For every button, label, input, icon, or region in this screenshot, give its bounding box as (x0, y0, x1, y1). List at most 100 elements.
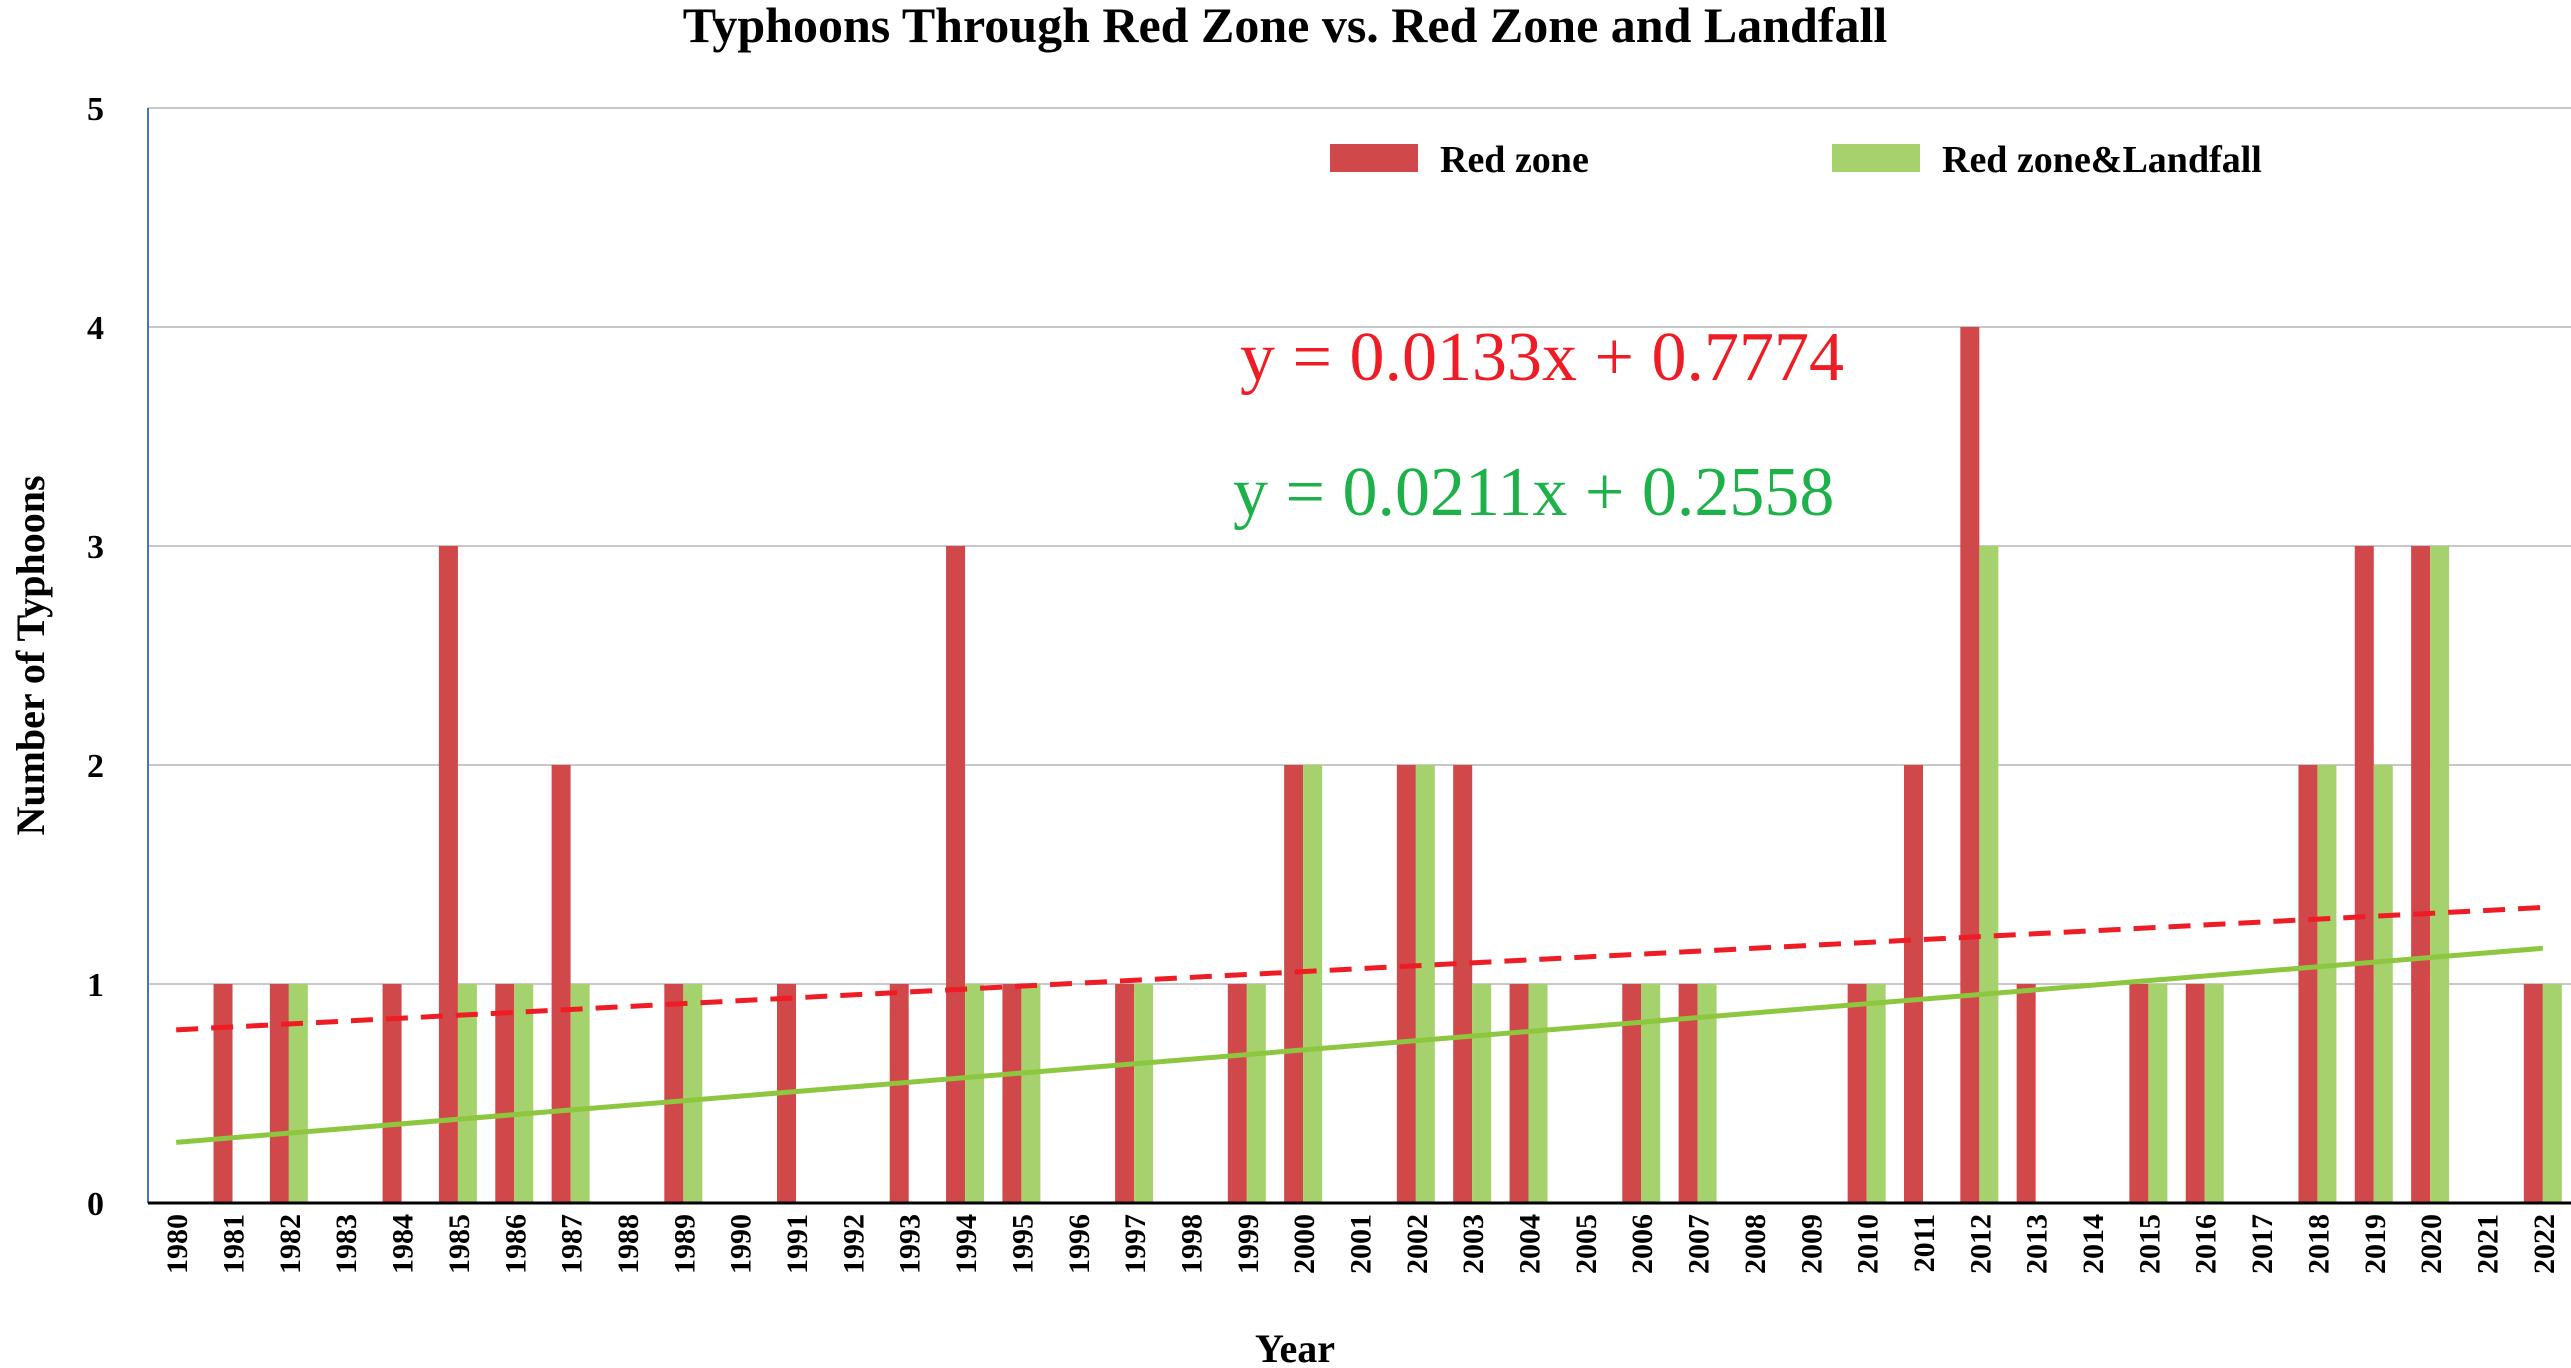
legend-label-red-zone-landfall: Red zone&Landfall (1942, 139, 2262, 181)
x-tick-label: 2020 (2415, 1214, 2448, 1274)
x-tick-label: 1996 (1063, 1214, 1096, 1274)
bar-red-zone-1981 (213, 984, 233, 1203)
y-tick-label: 4 (87, 310, 104, 347)
bar-red-zone-2022 (2523, 984, 2543, 1203)
bar-red-zone-landfall-2010 (1866, 984, 1886, 1203)
bar-red-zone-landfall-2007 (1697, 984, 1717, 1203)
bar-red-zone-1984 (382, 984, 402, 1203)
bar-red-zone-1999 (1227, 984, 1247, 1203)
x-tick-label: 1980 (161, 1214, 194, 1274)
x-tick-label: 2015 (2133, 1214, 2166, 1274)
x-tick-label: 1998 (1175, 1214, 1208, 1274)
trendline-equation-red-zone: y = 0.0133x + 0.7774 (1240, 319, 1844, 396)
y-tick-labels: 0 1 2 3 4 5 (87, 91, 104, 1223)
x-tick-label: 1997 (1119, 1214, 1152, 1274)
bar-red-zone-2019 (2354, 546, 2374, 1203)
y-tick-label: 0 (87, 1186, 104, 1223)
bar-red-zone-2007 (1678, 984, 1698, 1203)
x-tick-label: 2022 (2528, 1214, 2561, 1274)
y-axis-title: Number of Typhoons (8, 475, 53, 835)
bar-red-zone-2010 (1847, 984, 1867, 1203)
x-tick-label: 2005 (1570, 1214, 1603, 1274)
y-tick-label: 2 (87, 748, 104, 785)
bar-red-zone-2004 (1509, 984, 1529, 1203)
x-tick-label: 1994 (950, 1214, 983, 1274)
bar-red-zone-2002 (1396, 765, 1416, 1203)
x-tick-label: 2019 (2359, 1214, 2392, 1274)
bar-red-zone-landfall-2020 (2430, 546, 2450, 1203)
bar-red-zone-landfall-2016 (2204, 984, 2224, 1203)
trendlines (175, 905, 2544, 1145)
x-tick-label: 1983 (330, 1214, 363, 1274)
bar-red-zone-landfall-1982 (288, 984, 308, 1203)
bar-red-zone-1982 (269, 984, 289, 1203)
x-tick-label: 2017 (2246, 1214, 2279, 1274)
bar-red-zone-1995 (1002, 984, 1022, 1203)
bar-red-zone-2006 (1622, 984, 1642, 1203)
x-tick-label: 1989 (668, 1214, 701, 1274)
x-tick-label: 2011 (1908, 1214, 1941, 1272)
bar-red-zone-landfall-2022 (2542, 984, 2562, 1203)
y-tick-label: 5 (87, 91, 104, 128)
x-axis-title: Year (1255, 1326, 1335, 1368)
x-tick-label: 2004 (1514, 1214, 1547, 1274)
x-tick-label: 2007 (1683, 1214, 1716, 1274)
bar-red-zone-2013 (2016, 984, 2036, 1203)
gridlines (148, 107, 2571, 985)
bar-red-zone-1985 (438, 546, 458, 1203)
x-tick-label: 2018 (2302, 1214, 2335, 1274)
trendline-red-zone (176, 905, 2543, 1033)
x-tick-label: 1986 (499, 1214, 532, 1274)
bar-red-zone-landfall-2000 (1303, 765, 1323, 1203)
bar-red-zone-landfall-1997 (1134, 984, 1154, 1203)
bar-red-zone-landfall-2012 (1979, 546, 1999, 1203)
bar-red-zone-landfall-1985 (457, 984, 477, 1203)
bar-red-zone-landfall-2006 (1641, 984, 1661, 1203)
x-tick-label: 2006 (1626, 1214, 1659, 1274)
bar-red-zone-1987 (551, 765, 571, 1203)
bar-red-zone-2011 (1903, 765, 1923, 1203)
x-tick-label: 2021 (2471, 1214, 2504, 1274)
bar-red-zone-landfall-2002 (1415, 765, 1435, 1203)
x-tick-label: 1987 (556, 1214, 589, 1274)
bar-red-zone-landfall-1989 (683, 984, 703, 1203)
x-tick-label: 1991 (781, 1214, 814, 1274)
x-tick-label: 2013 (2021, 1214, 2054, 1274)
bar-red-zone-1986 (495, 984, 515, 1203)
bar-red-zone-1997 (1115, 984, 1135, 1203)
x-tick-label: 2012 (1964, 1214, 1997, 1274)
legend-label-red-zone: Red zone (1440, 139, 1589, 181)
chart-title: Typhoons Through Red Zone vs. Red Zone a… (683, 0, 1888, 53)
x-tick-label: 1990 (725, 1214, 758, 1274)
x-tick-label: 1988 (612, 1214, 645, 1274)
x-tick-label: 1981 (218, 1214, 251, 1274)
bar-red-zone-1994 (946, 546, 966, 1203)
bar-red-zone-2018 (2298, 765, 2318, 1203)
bar-red-zone-landfall-1995 (1021, 984, 1041, 1203)
trendline-red-zone-landfall (175, 945, 2544, 1145)
x-tick-labels: 1980 1981 1982 1983 1984 1985 1986 1987 1988 1989… (161, 1214, 2561, 1274)
bar-red-zone-landfall-1994 (965, 984, 985, 1203)
bar-red-zone-landfall-2004 (1528, 984, 1548, 1203)
bar-red-zone-2000 (1284, 765, 1304, 1203)
x-tick-label: 2001 (1345, 1214, 1378, 1274)
bar-red-zone-landfall-1986 (514, 984, 534, 1203)
bar-red-zone-landfall-2003 (1472, 984, 1492, 1203)
x-tick-label: 1985 (443, 1214, 476, 1274)
bar-red-zone-landfall-1999 (1246, 984, 1266, 1203)
bar-red-zone-landfall-1987 (570, 984, 590, 1203)
x-tick-label: 1993 (894, 1214, 927, 1274)
bar-red-zone-landfall-2019 (2373, 765, 2393, 1203)
x-tick-label: 2014 (2077, 1214, 2110, 1274)
bar-red-zone-2003 (1453, 765, 1473, 1203)
bars (213, 327, 2562, 1203)
x-tick-label: 2000 (1288, 1214, 1321, 1274)
x-tick-label: 1999 (1232, 1214, 1265, 1274)
bar-red-zone-landfall-2015 (2148, 984, 2168, 1203)
bar-red-zone-landfall-2018 (2317, 765, 2337, 1203)
legend: Red zone Red zone&Landfall (1330, 139, 2262, 181)
x-tick-label: 2010 (1852, 1214, 1885, 1274)
bar-red-zone-2020 (2411, 546, 2431, 1203)
legend-swatch-red-zone-landfall (1832, 144, 1920, 172)
